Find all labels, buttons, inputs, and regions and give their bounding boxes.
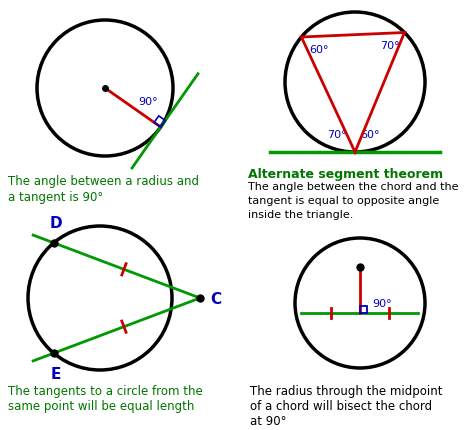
Text: 90°: 90° xyxy=(139,97,158,107)
Text: The radius through the midpoint: The radius through the midpoint xyxy=(250,385,443,398)
Text: 70°: 70° xyxy=(380,40,400,50)
Text: The angle between the chord and the: The angle between the chord and the xyxy=(248,182,458,192)
Text: inside the triangle.: inside the triangle. xyxy=(248,210,354,220)
Text: 60°: 60° xyxy=(310,45,329,55)
Text: D: D xyxy=(49,216,62,231)
Text: The tangents to a circle from the: The tangents to a circle from the xyxy=(8,385,203,398)
Text: The angle between a radius and: The angle between a radius and xyxy=(8,175,199,188)
Text: at 90°: at 90° xyxy=(250,415,286,428)
Text: Alternate segment theorem: Alternate segment theorem xyxy=(248,168,443,181)
Text: tangent is equal to opposite angle: tangent is equal to opposite angle xyxy=(248,196,439,206)
Text: 60°: 60° xyxy=(360,130,380,140)
Text: same point will be equal length: same point will be equal length xyxy=(8,400,194,413)
Text: of a chord will bisect the chord: of a chord will bisect the chord xyxy=(250,400,432,413)
Text: 90°: 90° xyxy=(372,299,392,309)
Text: a tangent is 90°: a tangent is 90° xyxy=(8,191,103,204)
Text: 70°: 70° xyxy=(327,130,346,140)
Text: E: E xyxy=(51,367,61,382)
Text: C: C xyxy=(210,292,221,307)
